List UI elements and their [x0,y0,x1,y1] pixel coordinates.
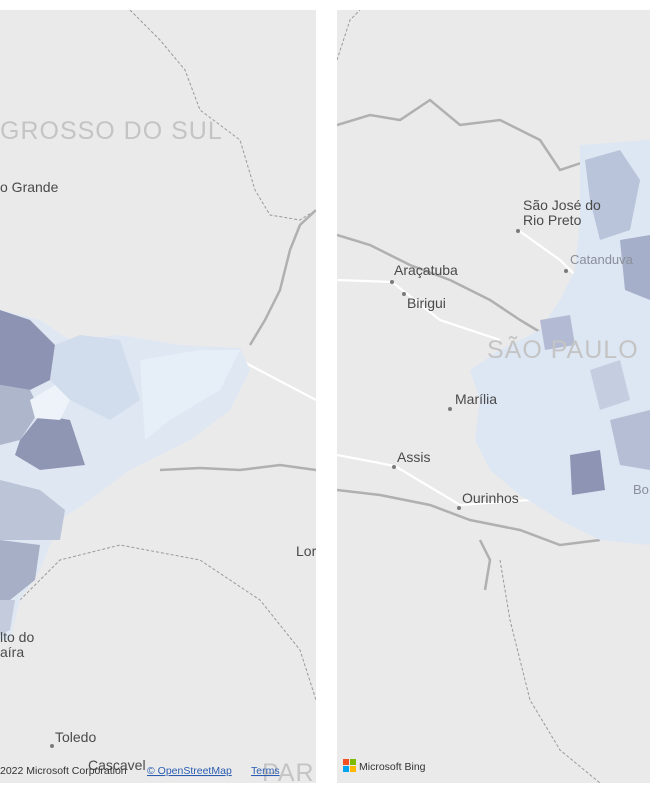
city-label: aíra [0,644,24,660]
choropleth-region [590,360,630,410]
choropleth-region [540,315,575,350]
logo-square [343,766,349,772]
city-dot [390,280,394,284]
city-label: Bo [633,482,649,497]
city-label: São José do [523,197,601,213]
logo-square [350,759,356,765]
river [337,98,591,172]
region-label: GROSSO DO SUL [0,117,223,145]
city-dot [564,269,568,273]
region-label: PAR [262,759,315,787]
state-border [337,10,361,61]
state-border [129,10,316,221]
terms-link[interactable]: Terms [251,765,280,777]
choropleth-region [0,480,65,540]
choropleth-region [0,540,40,600]
river [248,209,316,346]
logo-text: Microsoft Bing [359,761,426,773]
choropleth-region [570,450,605,495]
logo-square [343,759,349,765]
choropleth-region [15,415,85,470]
state-border [19,544,316,701]
city-label: Toledo [55,729,96,745]
city-label: Ourinhos [462,490,519,506]
road [337,278,501,342]
osm-link[interactable]: © OpenStreetMap [147,765,232,777]
left-map[interactable]: GROSSO DO SUL o Grande Lor lto do aíra T… [0,10,317,787]
road [239,359,316,401]
river [337,488,601,547]
copyright: 2022 Microsoft Corporation [0,765,127,777]
city-dot [457,506,461,510]
city-label: lto do [0,629,34,645]
city-label: Lor [296,543,317,559]
choropleth-region [620,235,650,300]
city-dot [516,229,520,233]
city-label: Marília [455,391,497,407]
city-label: Birigui [407,295,446,311]
city-label: Assis [397,449,430,465]
choropleth-region [30,385,70,420]
choropleth-region [0,310,55,390]
city-label: Catanduva [570,252,634,267]
city-dot [402,292,406,296]
right-map[interactable]: SÃO PAULO São José do Rio Preto Catanduv… [337,10,650,783]
bing-logo: Microsoft Bing [343,759,426,773]
river [337,233,546,337]
city-dot [448,407,452,411]
choropleth-region [50,335,140,420]
city-dot [392,465,396,469]
logo-square [350,766,356,772]
choropleth-region [585,150,640,240]
river [478,539,492,591]
river [159,463,316,472]
choropleth-region [140,350,240,440]
city-dot [50,744,54,748]
state-border [499,559,601,783]
city-label: Cascavel [88,757,146,773]
choropleth-region [610,410,650,470]
choropleth-region [0,600,15,635]
city-label: Rio Preto [523,212,582,228]
region-label: SÃO PAULO [487,335,639,364]
city-label: Araçatuba [394,262,458,278]
city-label: o Grande [0,179,59,195]
